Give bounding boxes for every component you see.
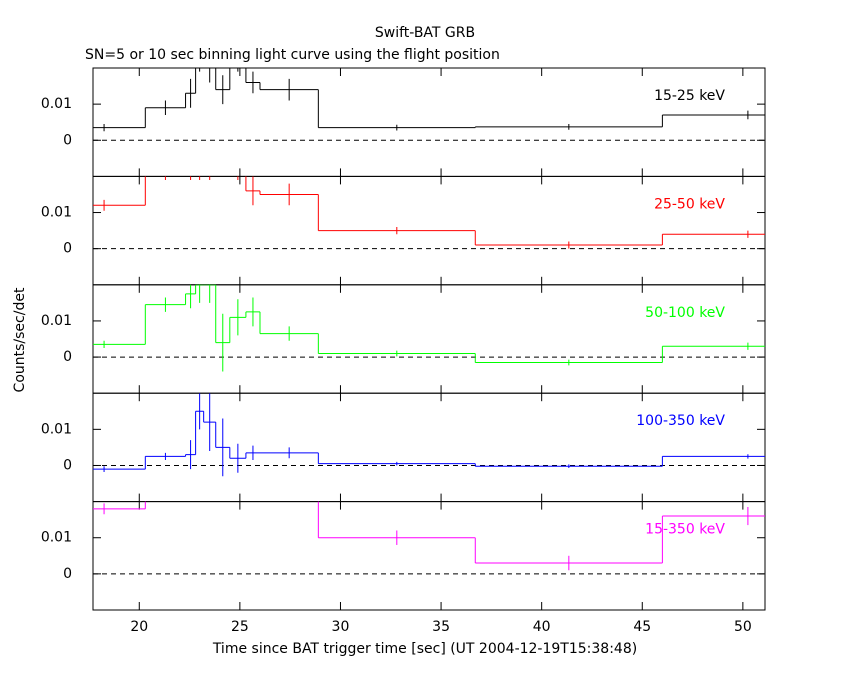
- x-axis-label: Time since BAT trigger time [sec] (UT 20…: [212, 641, 637, 657]
- y-tick-label: 0: [63, 132, 72, 148]
- panel-frame: [92, 284, 766, 394]
- x-tick-label: 30: [332, 619, 350, 635]
- panel-label: 15-25 keV: [654, 88, 725, 104]
- light-curve: [93, 176, 765, 249]
- light-curve: [93, 68, 765, 132]
- y-tick-label: 0.01: [41, 205, 72, 221]
- panel-label: 100-350 keV: [636, 413, 725, 429]
- chart-subtitle: SN=5 or 10 sec binning light curve using…: [85, 47, 500, 63]
- panel-frame: [92, 501, 766, 611]
- panel-frame: [92, 392, 766, 503]
- y-tick-label: 0: [63, 566, 72, 582]
- chart-title: Swift-BAT GRB: [375, 25, 475, 41]
- light-curve: [93, 284, 765, 372]
- x-tick-label: 40: [533, 619, 551, 635]
- y-tick-label: 0.01: [41, 421, 72, 437]
- light-curve: [93, 501, 765, 571]
- panel-label: 15-350 keV: [645, 522, 725, 538]
- panel-label: 50-100 keV: [645, 305, 725, 321]
- y-tick-label: 0.01: [41, 313, 72, 329]
- y-tick-label: 0.01: [41, 96, 72, 112]
- x-tick-label: 25: [231, 619, 249, 635]
- y-axis-label: Counts/sec/det: [12, 287, 28, 392]
- x-tick-label: 20: [130, 619, 148, 635]
- panel-frame: [92, 67, 766, 177]
- y-tick-label: 0: [63, 349, 72, 365]
- y-tick-label: 0: [63, 457, 72, 473]
- light-curve: [93, 393, 765, 477]
- y-tick-label: 0: [63, 241, 72, 257]
- x-tick-label: 45: [633, 619, 651, 635]
- y-tick-label: 0.01: [41, 530, 72, 546]
- x-tick-label: 50: [734, 619, 752, 635]
- panel-label: 25-50 keV: [654, 196, 725, 212]
- x-tick-label: 35: [432, 619, 450, 635]
